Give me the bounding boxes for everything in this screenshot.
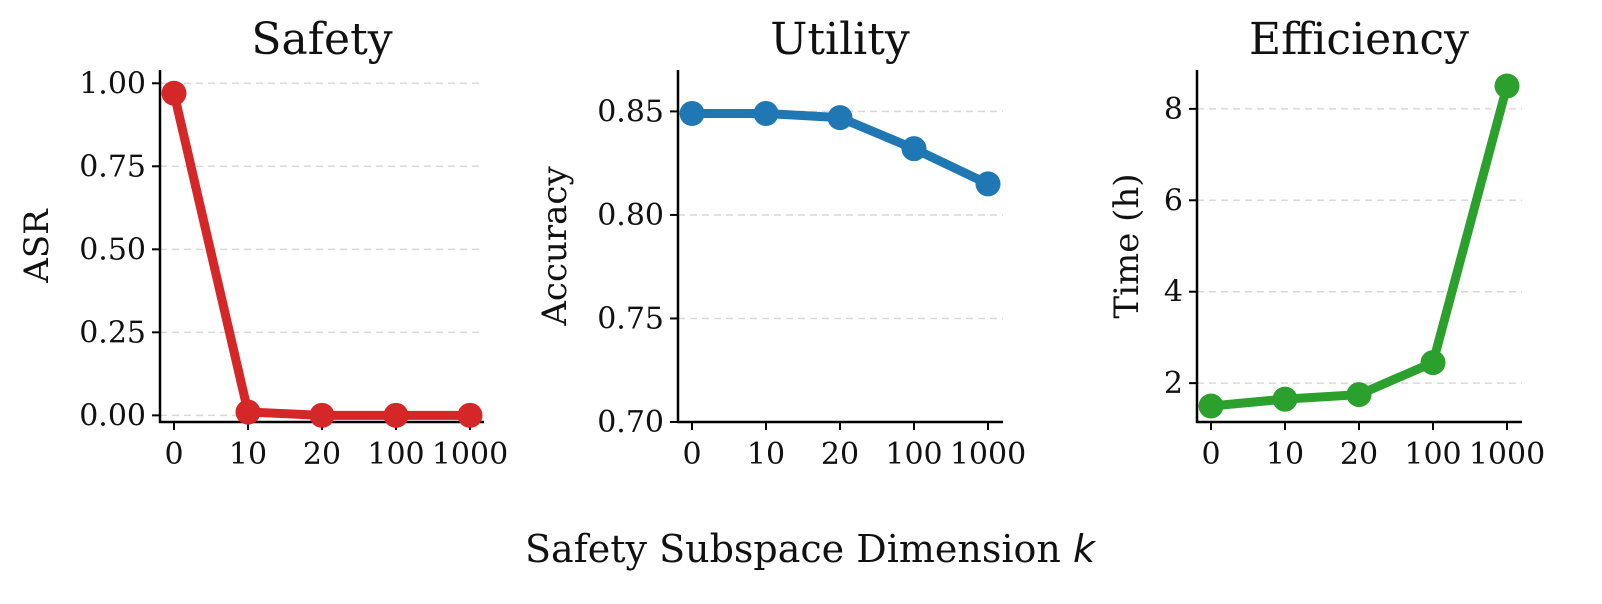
y-tick-label: 0.80 — [597, 198, 664, 233]
x-tick-label: 20 — [303, 437, 341, 472]
data-point — [161, 80, 187, 106]
data-point — [309, 402, 335, 428]
data-point — [1198, 393, 1224, 419]
x-tick-label: 10 — [229, 437, 267, 472]
chart-title: Safety — [251, 14, 392, 65]
y-tick-label: 2 — [1164, 366, 1183, 401]
data-point — [383, 402, 409, 428]
series-line — [1206, 81, 1512, 411]
panels: 0.000.250.500.751.000 10 20 100 1000SafetyAS… — [17, 14, 1545, 472]
chart-title: Efficiency — [1249, 14, 1469, 65]
chart-title: Utility — [770, 14, 910, 65]
x-tick-label: 20 — [1340, 437, 1378, 472]
y-tick-label: 8 — [1164, 92, 1183, 127]
y-tick-label: 0.75 — [79, 149, 146, 184]
x-tick-label: 1000 — [432, 437, 508, 472]
x-tick-label: 0 — [1201, 437, 1220, 472]
y-tick-label: 0.00 — [79, 398, 146, 433]
data-point — [753, 100, 779, 126]
series-line — [169, 88, 475, 420]
data-point — [827, 105, 853, 131]
x-tick-label: 0 — [164, 437, 183, 472]
data-point — [1272, 386, 1298, 412]
chart-panel-utility: 0.70 0.75 0.80 0.85 0 10 20 100 1000 Utility Accur… — [535, 14, 1026, 472]
x-tick-label: 100 — [1404, 437, 1461, 472]
shared-x-axis-label: Safety Subspace Dimension k — [525, 527, 1097, 571]
chart-panel-efficiency: 2 4 6 8 0 10 20 100 1000 Efficiency Time (h) — [1107, 14, 1545, 472]
data-point — [1494, 73, 1520, 99]
y-tick-label: 0.85 — [597, 94, 664, 129]
y-tick-label: 4 — [1164, 275, 1183, 310]
shared-x-axis-label-text: Safety Subspace Dimension — [525, 527, 1061, 571]
data-point — [1420, 350, 1446, 376]
y-tick-label: 0.25 — [79, 315, 146, 350]
chart-panel-safety: 0.00 0.25 0.50 0.75 1.00 0 10 20 100 1000 Safety AS… — [17, 14, 508, 472]
shared-x-axis-label-variable: k — [1073, 527, 1097, 571]
x-tick-label: 20 — [821, 437, 859, 472]
data-point — [1346, 382, 1372, 408]
data-point — [235, 399, 261, 425]
data-point — [679, 100, 705, 126]
y-axis-label: ASR — [17, 208, 57, 284]
y-tick-label: 0.75 — [597, 301, 664, 336]
y-tick-label: 1.00 — [79, 66, 146, 101]
data-point — [975, 171, 1001, 197]
x-tick-label: 1000 — [1469, 437, 1545, 472]
x-tick-label: 0 — [682, 437, 701, 472]
data-point — [457, 402, 483, 428]
x-tick-label: 10 — [1266, 437, 1304, 472]
x-tick-label: 100 — [885, 437, 942, 472]
y-tick-label: 0.50 — [79, 232, 146, 267]
y-axis-label: Time (h) — [1107, 173, 1147, 318]
x-tick-label: 1000 — [950, 437, 1026, 472]
x-tick-label: 10 — [747, 437, 785, 472]
y-axis-label: Accuracy — [535, 166, 575, 327]
y-tick-label: 6 — [1164, 183, 1183, 218]
y-tick-label: 0.70 — [597, 405, 664, 440]
x-tick-label: 100 — [367, 437, 424, 472]
data-point — [901, 136, 927, 162]
